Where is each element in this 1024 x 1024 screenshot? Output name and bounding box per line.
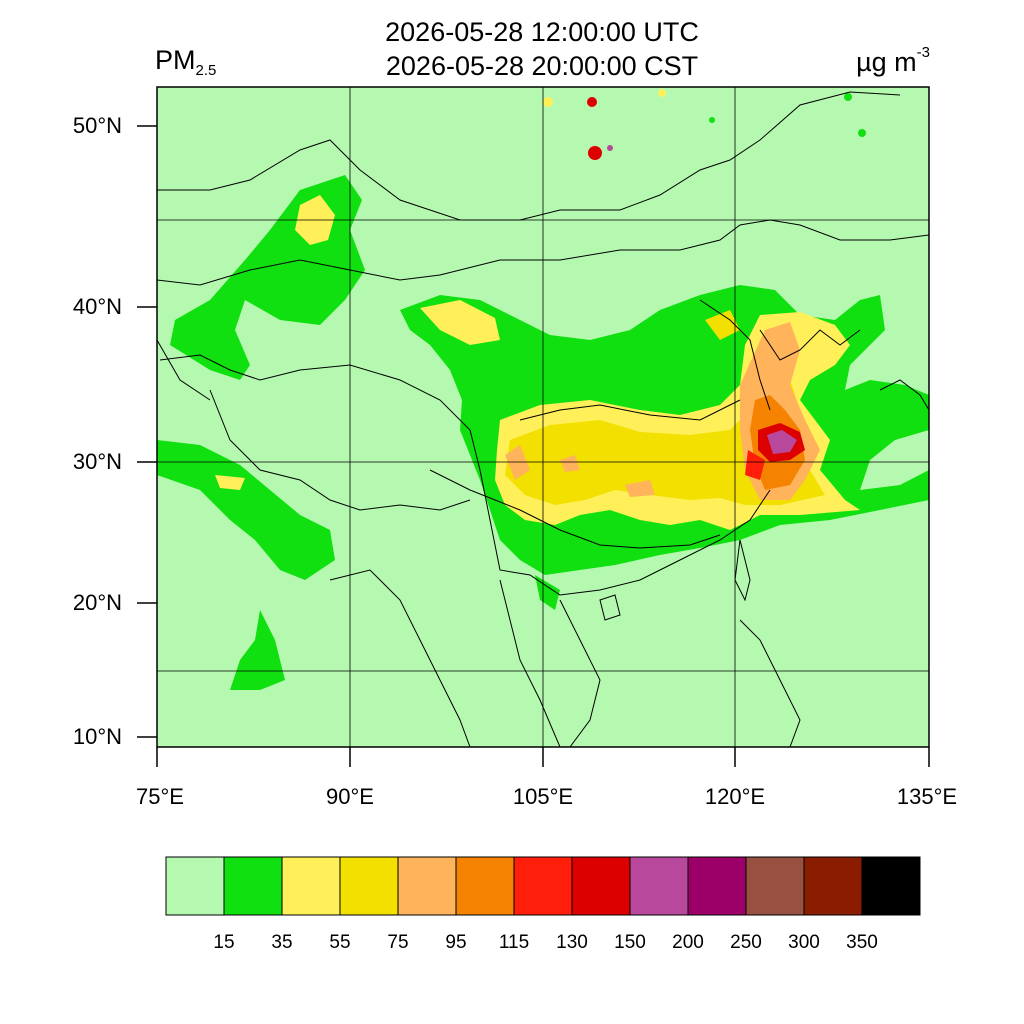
lon-label-75e: 75°E: [136, 784, 184, 809]
colorbar-label: 95: [445, 932, 467, 953]
colorbar-label: 115: [498, 932, 530, 953]
axis-ticks: [137, 125, 930, 767]
title-utc: 2026-05-28 12:00:00 UTC: [385, 17, 699, 47]
lat-label-30n: 30°N: [72, 449, 122, 474]
lat-label-50n: 50°N: [72, 113, 122, 138]
lat-label-20n: 20°N: [72, 590, 122, 615]
colorbar: [165, 856, 921, 916]
unit-text: µg m: [856, 47, 917, 77]
unit-label: µg m-3: [856, 44, 930, 78]
graticule: [157, 87, 929, 747]
colorbar-swatch: [629, 856, 689, 916]
colorbar-label: 55: [329, 932, 351, 953]
colorbar-swatch: [165, 856, 225, 916]
colorbar-swatch: [803, 856, 863, 916]
colorbar-label: 200: [672, 932, 704, 953]
variable-subscript: 2.5: [195, 62, 217, 79]
colorbar-label: 35: [271, 932, 293, 953]
colorbar-swatch: [745, 856, 805, 916]
lon-label-105e: 105°E: [512, 784, 574, 809]
lat-label-10n: 10°N: [72, 724, 122, 749]
unit-exponent: -3: [916, 44, 930, 61]
pm-hotspot-150-200: [607, 145, 797, 454]
colorbar-swatch: [687, 856, 747, 916]
colorbar-swatch: [339, 856, 399, 916]
colorbar-swatch: [223, 856, 283, 916]
colorbar-label: 250: [730, 932, 762, 953]
colorbar-swatch: [455, 856, 515, 916]
title-local-time: 2026-05-28 20:00:00 CST: [385, 51, 699, 81]
lon-label-90e: 90°E: [326, 784, 374, 809]
lon-label-135e: 135°E: [896, 784, 958, 809]
colorbar-swatch: [861, 856, 921, 916]
colorbar-label: 15: [213, 932, 235, 953]
pm-contour-115-130: [745, 450, 765, 480]
variable-label: PM2.5: [155, 45, 216, 79]
pm-contour-55-75: [505, 310, 825, 505]
country-borders: [157, 91, 929, 747]
colorbar-swatch: [397, 856, 457, 916]
colorbar-label: 350: [846, 932, 878, 953]
colorbar-swatch: [513, 856, 573, 916]
colorbar-swatch: [571, 856, 631, 916]
lat-label-40n: 40°N: [72, 294, 122, 319]
colorbar-label: 75: [387, 932, 409, 953]
colorbar-swatch: [281, 856, 341, 916]
colorbar-label: 300: [788, 932, 820, 953]
variable-name: PM: [155, 45, 196, 75]
colorbar-label: 130: [556, 932, 588, 953]
pm-scattered-patches: [543, 89, 866, 137]
map-area: [157, 87, 929, 747]
lon-label-120e: 120°E: [704, 784, 766, 809]
colorbar-label: 150: [614, 932, 646, 953]
